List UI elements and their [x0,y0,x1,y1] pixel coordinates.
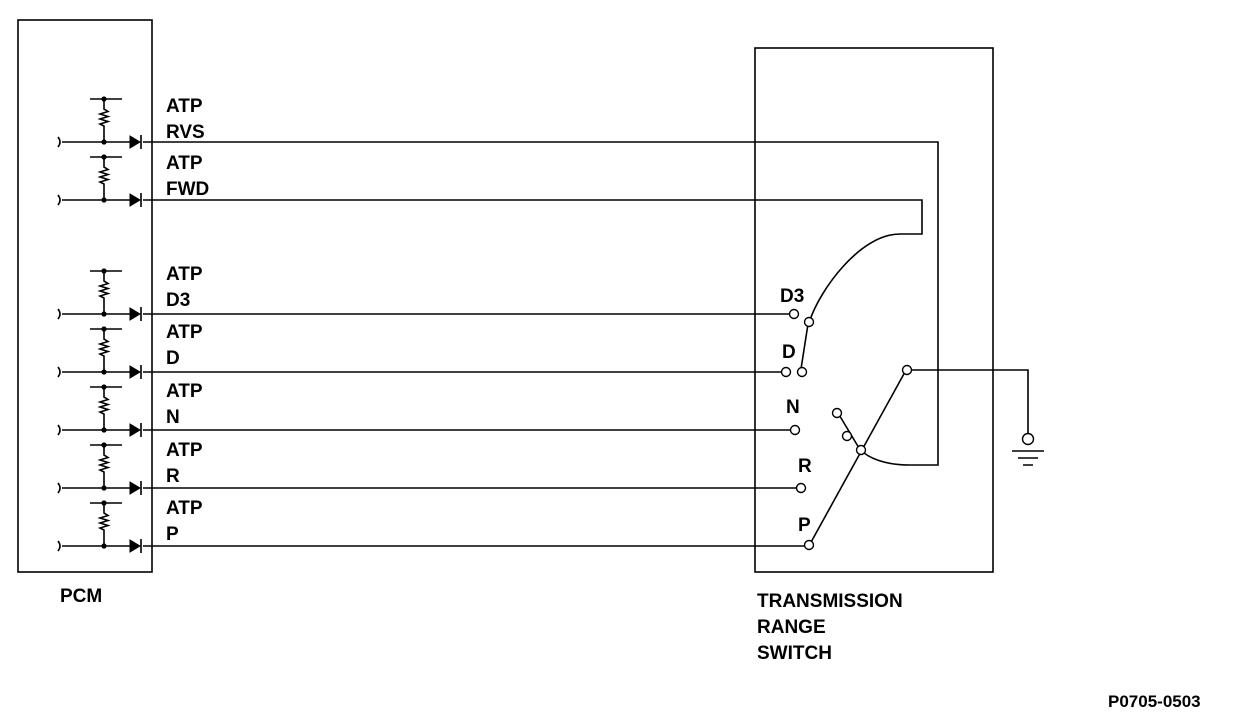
junction-p [101,543,107,549]
switch-title-line-1: TRANSMISSION [757,591,903,612]
signal-r-line2: R [166,466,180,487]
signal-d-line1: ATP [166,322,203,343]
position-label-p: P [798,515,811,536]
terminal-d-contact [796,366,808,378]
switch-title-line-3: SWITCH [757,643,832,664]
junction-d3 [101,311,107,317]
switch-d-contact [800,323,809,370]
ground-symbol [1012,450,1044,466]
terminal-rvs-contact-2 [841,430,853,442]
signal-p-line1: ATP [166,498,203,519]
input-break-r [57,482,61,494]
position-label-r: R [798,456,812,477]
signal-n-line1: ATP [166,381,203,402]
resistor-d [97,329,111,372]
diode-p [129,539,141,553]
input-break-fwd [57,194,61,206]
terminal-d [780,366,792,378]
terminal-ground-pivot [901,364,913,376]
terminal-d3 [788,308,800,320]
pcm-label: PCM [60,586,102,607]
input-break-p [57,540,61,552]
figure-id: P0705-0503 [1108,692,1201,711]
junction-r [101,485,107,491]
switch-title-line-2: RANGE [757,617,826,638]
pcm-box [17,19,153,573]
signal-d3-line2: D3 [166,290,190,311]
position-label-n: N [786,397,800,418]
resistor-r [97,445,111,488]
position-label-d: D [782,342,796,363]
terminal-common [855,444,867,456]
diode-fwd [129,193,141,207]
resistor-p [97,503,111,546]
ground-terminal [1021,432,1035,446]
resistor-rvs [97,99,111,142]
switch-box [754,47,994,573]
junction-n [101,427,107,433]
input-break-d3 [57,308,61,320]
ground-wire [908,369,1029,434]
input-break-n [57,424,61,436]
switch-arm [809,371,906,545]
signal-n-line2: N [166,407,180,428]
signal-fwd-line1: ATP [166,153,203,174]
position-label-d3: D3 [780,286,804,307]
junction-d [101,369,107,375]
junction-rvs [101,139,107,145]
wire-fwd [143,199,923,321]
signal-d3-line1: ATP [166,264,203,285]
diode-n [129,423,141,437]
resistor-fwd [97,157,111,200]
signal-r-line1: ATP [166,440,203,461]
signal-fwd-line2: FWD [166,179,209,200]
terminal-rvs-contact-1 [831,407,843,419]
diode-d3 [129,307,141,321]
terminal-d3-contact [803,316,815,328]
signal-p-line2: P [166,524,179,545]
diode-rvs [129,135,141,149]
signal-rvs-line1: ATP [166,96,203,117]
switch-rvs-contact [837,412,860,449]
resistor-d3 [97,271,111,314]
terminal-n [789,424,801,436]
signal-d-line2: D [166,348,180,369]
input-break-d [57,366,61,378]
pcm-input-circuits [57,96,142,553]
terminal-p [803,539,815,551]
diode-r [129,481,141,495]
wire-rvs [143,141,939,466]
input-break-rvs [57,136,61,148]
diode-d [129,365,141,379]
terminal-r [795,482,807,494]
resistor-n [97,387,111,430]
junction-fwd [101,197,107,203]
signal-rvs-line2: RVS [166,122,205,143]
